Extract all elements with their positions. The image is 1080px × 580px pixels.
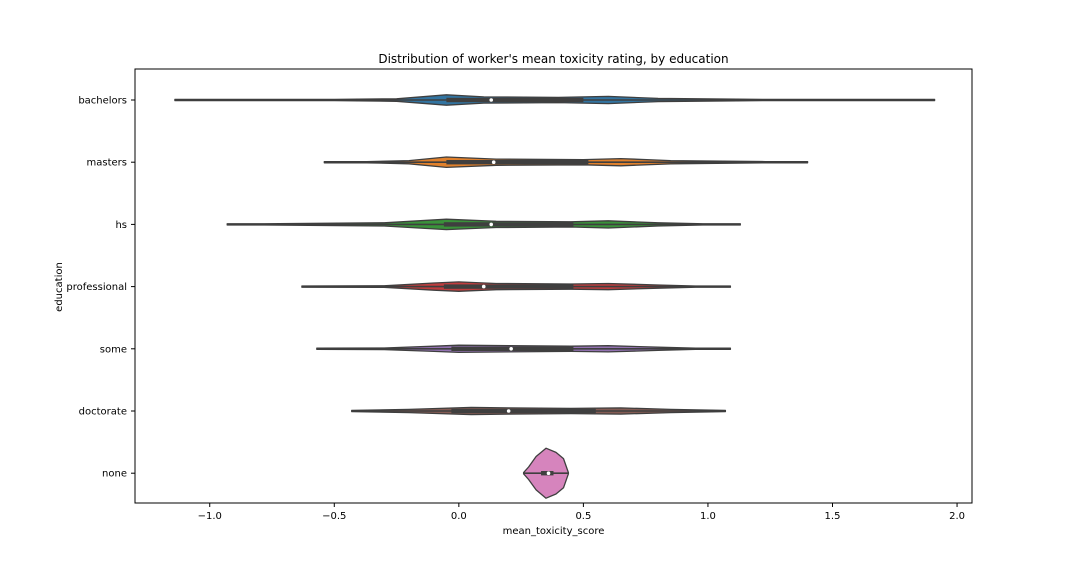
x-tick-label: −1.0 [198,511,222,522]
median-point-professional [481,284,486,289]
median-point-some [509,347,513,351]
x-tick-label: 0.5 [575,511,591,522]
iqr-box-bachelors [446,97,584,103]
y-tick-label-masters: masters [87,158,127,169]
y-tick-label-bachelors: bachelors [78,96,127,107]
median-point-bachelors [489,98,494,102]
iqr-box-professional [443,284,574,289]
y-tick-label-hs: hs [115,220,127,231]
median-point-hs [489,222,494,227]
plot-area-frame [134,68,973,504]
violins-group [174,94,936,499]
x-tick-label: 1.0 [700,511,716,522]
iqr-box-hs [443,222,574,227]
y-tick-label-professional: professional [66,282,127,293]
median-point-none [546,471,551,476]
x-tick-label: 2.0 [949,511,965,522]
x-tick-label: 0.0 [451,511,467,522]
y-tick-label-none: none [102,469,127,480]
x-axis-ticks: −1.0 −0.5 0.0 0.5 1.0 1.5 2.0 [198,503,965,522]
iqr-box-masters [446,160,589,165]
x-axis-label: mean_toxicity_score [503,526,605,537]
chart-title: Distribution of worker's mean toxicity r… [378,52,728,66]
x-tick-label: 1.5 [825,511,841,522]
y-tick-label-some: some [100,344,127,355]
iqr-box-doctorate [451,408,596,414]
median-point-doctorate [506,409,511,413]
median-point-masters [491,160,496,164]
x-tick-label: −0.5 [322,511,346,522]
y-axis-ticks: bachelors masters hs professional some doctor… [66,96,135,480]
y-tick-label-doctorate: doctorate [79,407,127,418]
y-axis-label: education [54,262,65,312]
